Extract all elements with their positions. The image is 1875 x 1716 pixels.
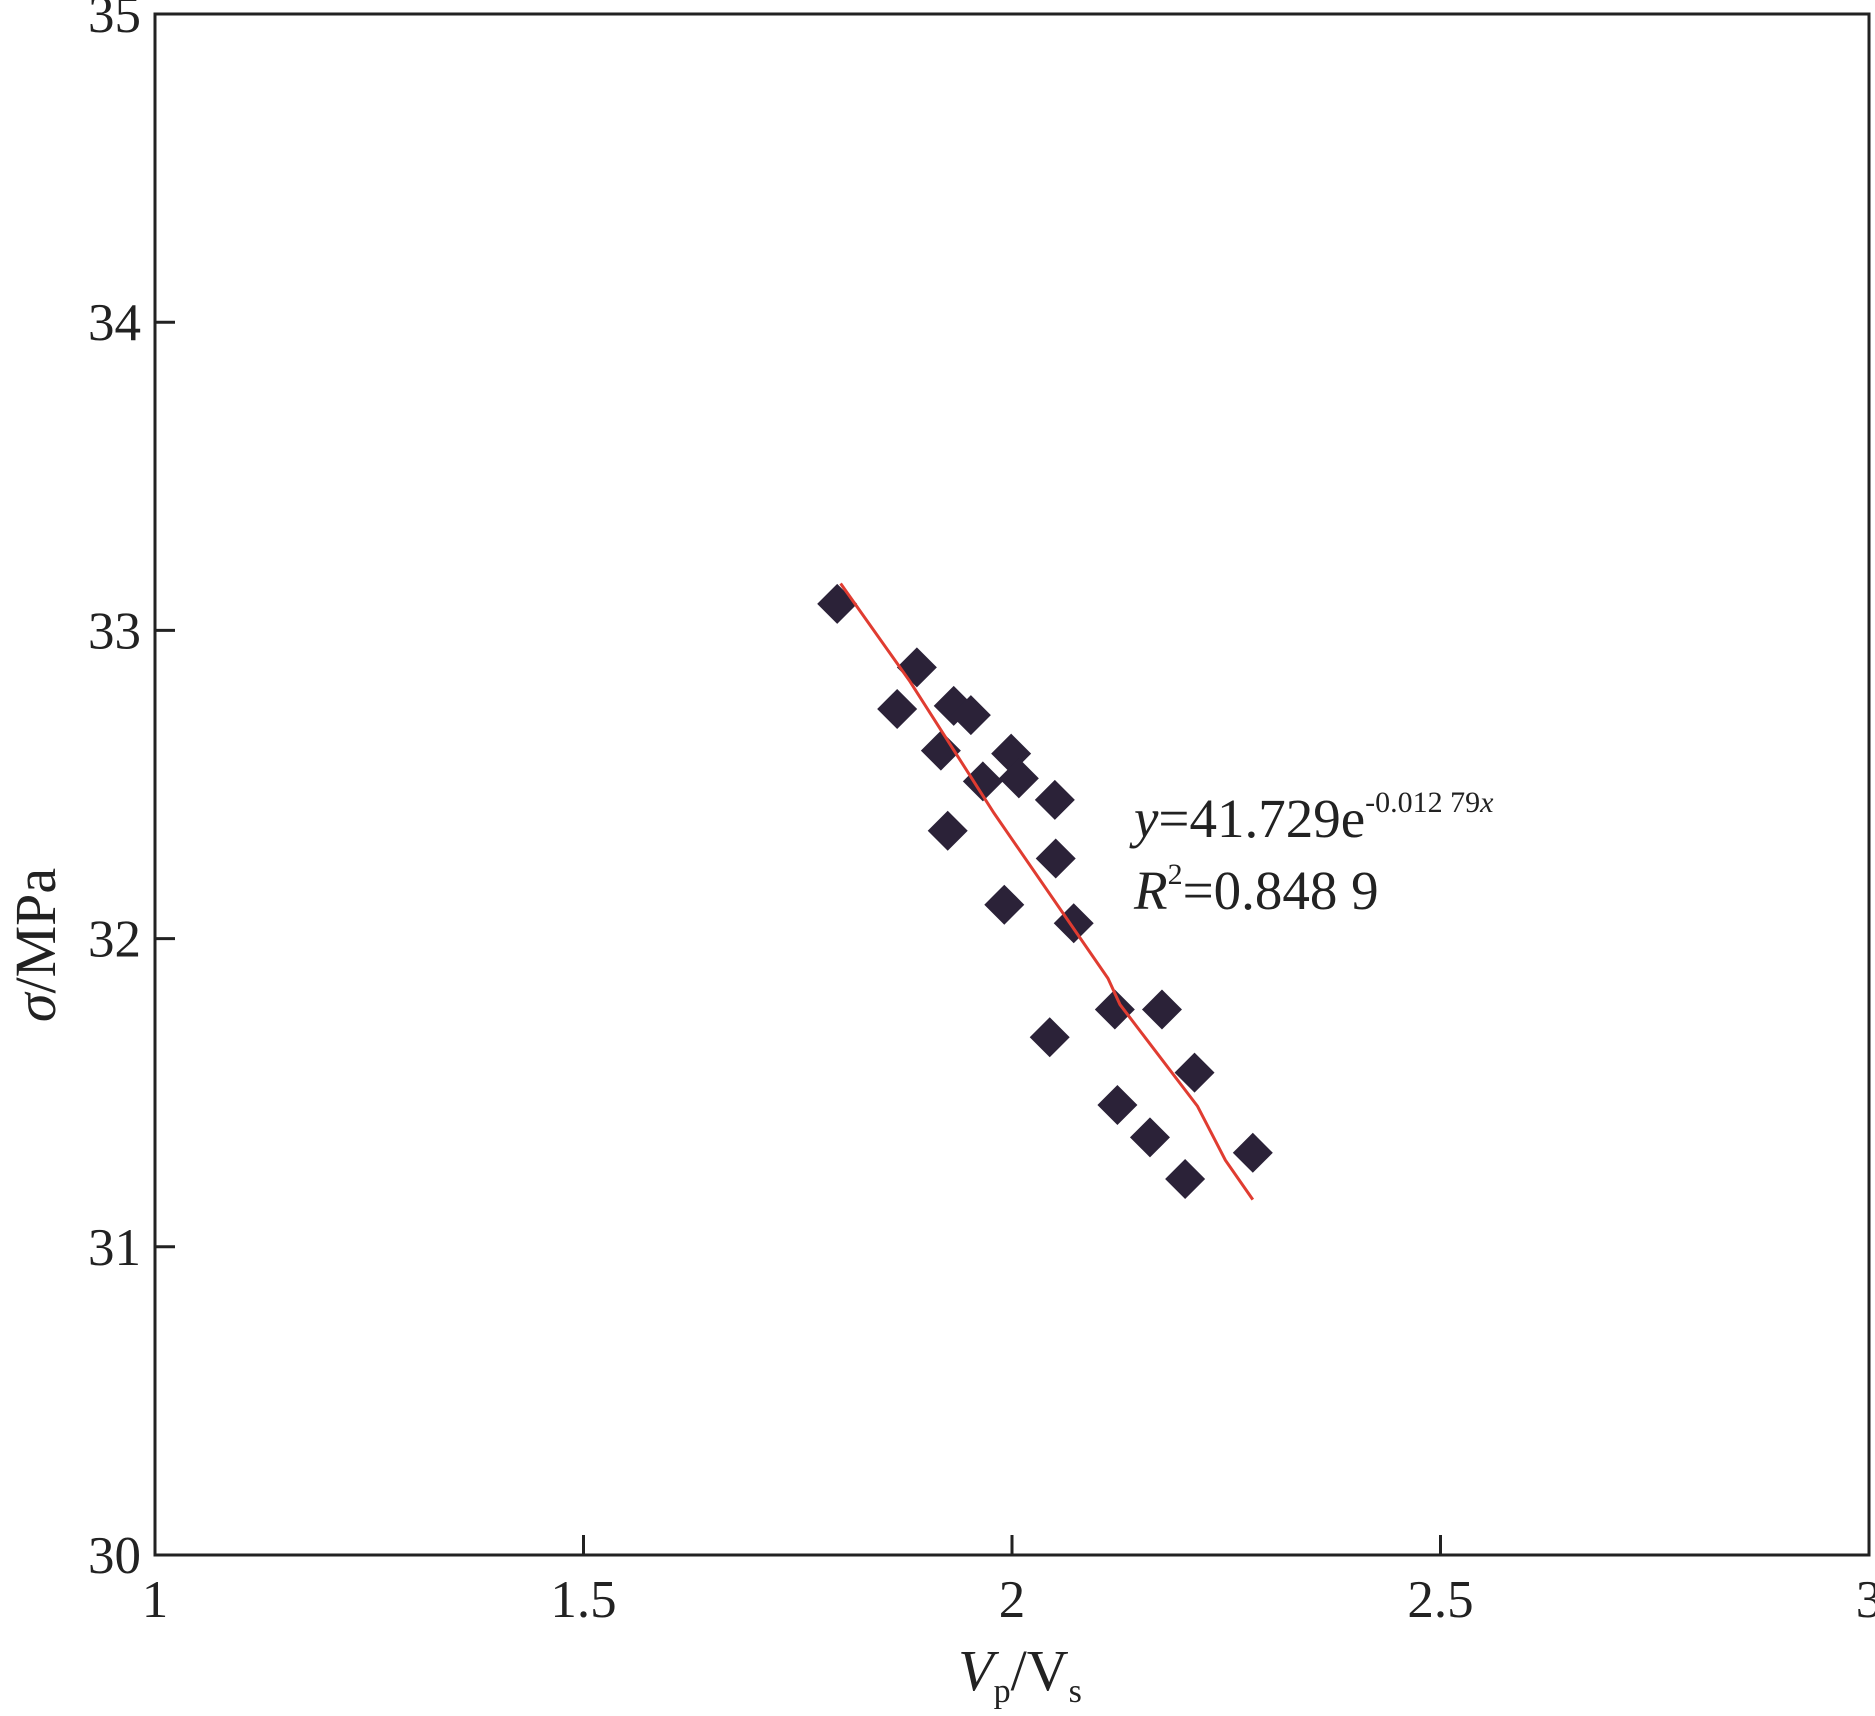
marker bbox=[1141, 989, 1182, 1030]
marker bbox=[927, 810, 968, 851]
x-tick-label: 2 bbox=[999, 1571, 1026, 1629]
x-tick-label: 1 bbox=[142, 1571, 169, 1629]
eq-part: y bbox=[1129, 788, 1159, 849]
y-tick-label: 31 bbox=[88, 1219, 141, 1277]
eq-part: x bbox=[1479, 786, 1494, 819]
x-label-part: s bbox=[1069, 1673, 1082, 1710]
x-tick-label: 2.5 bbox=[1407, 1571, 1473, 1629]
y-tick-label: 35 bbox=[88, 0, 141, 44]
marker bbox=[1129, 1117, 1170, 1158]
x-label-part: V bbox=[958, 1638, 1000, 1703]
x-label-part: p bbox=[994, 1673, 1011, 1710]
r2-part: 2 bbox=[1168, 858, 1183, 891]
x-tick-label: 1.5 bbox=[550, 1571, 616, 1629]
x-label-part: /V bbox=[1011, 1638, 1069, 1703]
marker bbox=[817, 583, 858, 624]
marker bbox=[962, 761, 1003, 802]
marker bbox=[896, 647, 937, 688]
marker bbox=[1232, 1132, 1273, 1173]
y-tick-label: 30 bbox=[88, 1527, 141, 1585]
y-tick-label: 34 bbox=[88, 294, 141, 352]
r2-part: R bbox=[1133, 860, 1168, 921]
eq-part: =41.729e bbox=[1158, 788, 1365, 849]
marker bbox=[920, 730, 961, 771]
equation: y=41.729e-0.012 79x bbox=[1129, 786, 1494, 849]
marker bbox=[1097, 1085, 1138, 1126]
marker bbox=[950, 695, 991, 736]
marker bbox=[1174, 1052, 1215, 1093]
x-axis-label: Vp/Vs bbox=[958, 1638, 1082, 1710]
marker bbox=[1035, 838, 1076, 879]
marker bbox=[1034, 779, 1075, 820]
y-tick-label: 32 bbox=[88, 911, 141, 969]
marker bbox=[1094, 989, 1135, 1030]
marker bbox=[984, 884, 1025, 925]
marker bbox=[1165, 1158, 1206, 1199]
y-axis-label: σ/MPa bbox=[3, 868, 68, 1022]
fit-line bbox=[839, 582, 1255, 1201]
r-squared: R2=0.848 9 bbox=[1133, 858, 1379, 921]
y-tick-label: 33 bbox=[88, 602, 141, 660]
r2-part: =0.848 9 bbox=[1183, 860, 1379, 921]
marker bbox=[877, 688, 918, 729]
y-label-part: /MPa bbox=[3, 868, 68, 994]
x-tick-label: 3 bbox=[1856, 1571, 1875, 1629]
marker bbox=[998, 758, 1039, 799]
marker bbox=[1029, 1017, 1070, 1058]
y-label-part: σ bbox=[3, 991, 68, 1022]
eq-part: -0.012 79 bbox=[1365, 786, 1480, 819]
